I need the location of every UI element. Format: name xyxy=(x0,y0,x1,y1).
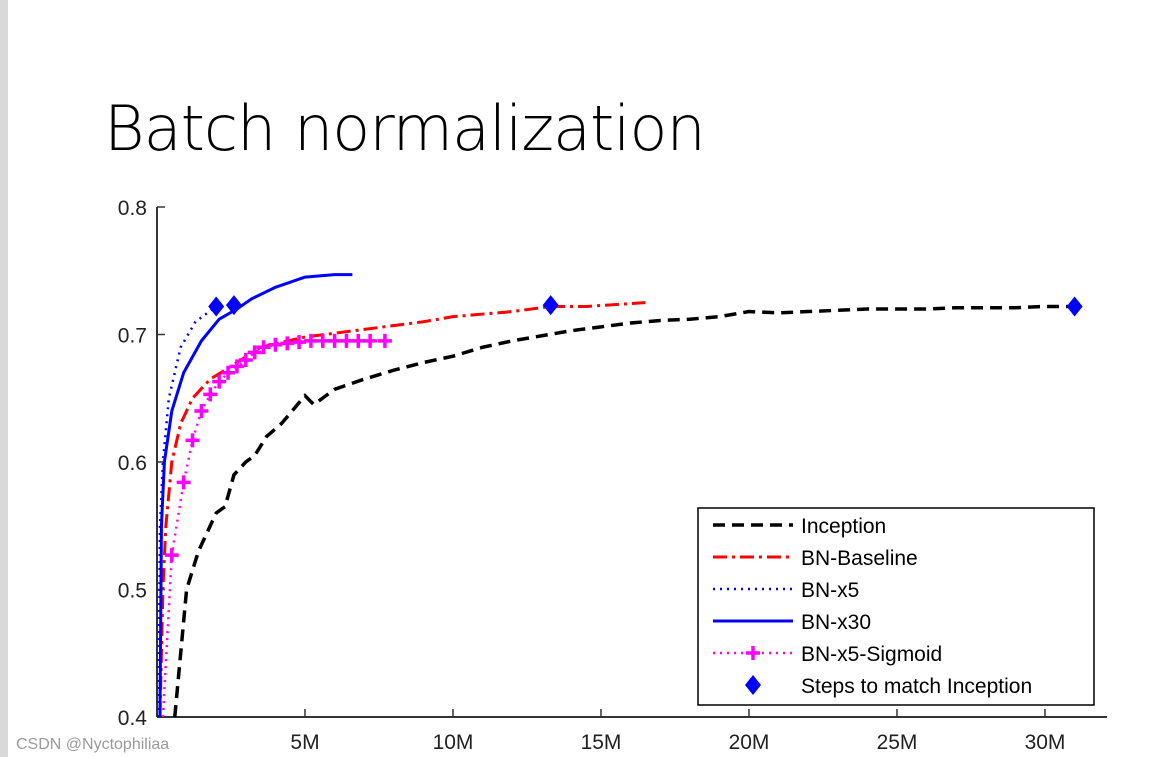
plus-marker xyxy=(268,337,283,352)
plus-marker xyxy=(247,345,262,360)
series-bn-x30 xyxy=(158,273,353,718)
plus-marker xyxy=(339,333,354,348)
plus-marker xyxy=(303,333,318,348)
plus-marker xyxy=(315,333,330,348)
plus-marker xyxy=(363,333,378,348)
plus-marker xyxy=(256,340,271,355)
x-tick-label: 10M xyxy=(433,731,474,754)
x-tick-label: 30M xyxy=(1025,731,1066,754)
plus-marker xyxy=(176,475,191,490)
legend-item: BN-Baseline xyxy=(713,547,918,570)
series-bn-x5-sigmoid xyxy=(161,333,392,718)
x-tick-label: 20M xyxy=(729,731,770,754)
plus-marker xyxy=(212,374,227,389)
legend-item: Inception xyxy=(713,515,886,538)
y-tick-label: 0.4 xyxy=(118,707,148,730)
legend-label: BN-Baseline xyxy=(801,547,918,570)
diamond-marker xyxy=(542,295,559,316)
plus-marker xyxy=(238,353,253,367)
series-steps-to-match-inception xyxy=(208,295,1083,317)
plus-marker xyxy=(203,387,218,402)
legend-item: Steps to match Inception xyxy=(745,675,1032,698)
watermark: CSDN @Nyctophiliaa xyxy=(16,736,170,753)
legend-label: BN-x5-Sigmoid xyxy=(801,643,942,666)
y-tick-label: 0.7 xyxy=(118,325,147,348)
legend-label: Steps to match Inception xyxy=(801,675,1032,698)
diamond-marker xyxy=(208,296,225,317)
series-inception xyxy=(173,304,1075,718)
series-line xyxy=(158,273,353,718)
plus-marker xyxy=(377,333,392,348)
x-tick-label: 25M xyxy=(877,731,918,754)
legend-box xyxy=(697,507,1095,706)
plus-marker xyxy=(164,548,179,563)
x-tick-label: 15M xyxy=(581,731,622,754)
legend-label: Inception xyxy=(801,515,886,538)
legend-label: BN-x5 xyxy=(801,579,859,602)
legend-plus-icon xyxy=(746,646,760,660)
slide-edge xyxy=(0,0,8,757)
plus-marker xyxy=(280,336,295,351)
slide-title: Batch normalization xyxy=(104,92,706,165)
legend-item: BN-x5-Sigmoid xyxy=(713,643,942,666)
y-tick-label: 0.8 xyxy=(118,197,147,220)
legend-diamond-icon xyxy=(745,675,761,695)
plus-marker xyxy=(221,365,236,380)
plus-marker xyxy=(292,335,307,350)
diamond-marker xyxy=(225,295,242,316)
legend-item: BN-x30 xyxy=(713,611,871,634)
diamond-marker xyxy=(1066,296,1083,317)
series-line xyxy=(161,339,385,718)
y-tick-label: 0.5 xyxy=(118,580,147,603)
legend-item: BN-x5 xyxy=(713,579,859,602)
plus-marker xyxy=(327,333,342,348)
series-line xyxy=(157,305,217,718)
series-bn-x5 xyxy=(157,305,217,718)
x-tick-label: 5M xyxy=(290,731,319,754)
series-line xyxy=(173,304,1075,718)
plus-marker xyxy=(194,404,209,418)
legend-label: BN-x30 xyxy=(801,611,871,634)
plus-marker xyxy=(229,359,244,374)
y-tick-label: 0.6 xyxy=(118,452,147,475)
plus-marker xyxy=(351,333,366,348)
plus-marker xyxy=(185,433,200,448)
legend: Inception BN-Baseline BN-x5 BN-x30 BN-x5-Sig… xyxy=(697,507,1095,706)
